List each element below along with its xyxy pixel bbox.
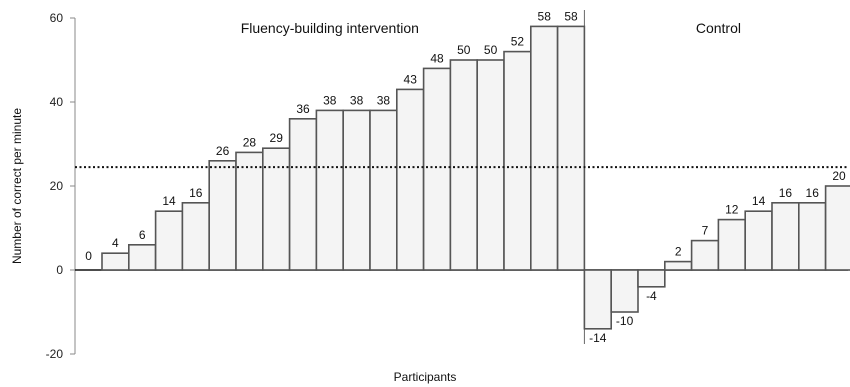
intervention-bar	[556, 25, 586, 271]
intervention-bar	[369, 109, 398, 271]
intervention-bar	[101, 252, 130, 271]
bar-value-label: 26	[216, 144, 230, 158]
intervention-bar	[503, 50, 532, 271]
bar-value-label: 6	[139, 228, 146, 242]
bar-value-label: 20	[832, 169, 846, 183]
bar-value-label: 4	[112, 236, 119, 250]
bar-value-label: 28	[243, 135, 257, 149]
bar-value-label: 50	[457, 43, 471, 57]
intervention-bar	[208, 160, 237, 271]
intervention-bar	[128, 244, 157, 271]
bar-value-label: 52	[511, 35, 525, 49]
bar-value-label: 36	[296, 102, 310, 116]
bar-value-label: 43	[404, 72, 418, 86]
intervention-group-label: Fluency-building intervention	[241, 20, 419, 36]
y-tick-label: 20	[50, 179, 64, 193]
bar-value-label: 14	[752, 194, 766, 208]
bar-value-label: -14	[589, 331, 607, 345]
y-tick-label: 60	[50, 11, 64, 25]
bar-value-label: 48	[430, 51, 444, 65]
y-tick-label: -20	[46, 347, 64, 361]
intervention-bar	[154, 210, 184, 271]
bar-value-label: 58	[564, 9, 578, 23]
bar-value-label: 38	[350, 93, 364, 107]
bar-value-label: 38	[377, 93, 391, 107]
control-bar	[771, 202, 800, 271]
control-bar	[583, 269, 613, 330]
intervention-bar	[395, 88, 425, 271]
intervention-bar	[529, 25, 559, 271]
control-bar	[690, 239, 720, 271]
control-bar	[824, 185, 850, 271]
bar-value-label: 12	[725, 203, 739, 217]
intervention-bar	[315, 109, 344, 271]
control-bar	[717, 218, 747, 271]
bar-value-label: 2	[675, 245, 682, 259]
bar-value-label: -10	[616, 314, 634, 328]
control-group-label: Control	[696, 20, 741, 36]
intervention-bar	[422, 67, 452, 271]
bar-value-label: 16	[806, 186, 820, 200]
intervention-bar	[342, 109, 371, 271]
control-bar	[610, 269, 639, 313]
bar-value-label: 38	[323, 93, 337, 107]
intervention-bar	[449, 59, 478, 271]
bar-value-label: 16	[779, 186, 793, 200]
intervention-bar	[261, 147, 291, 271]
bar-value-label: 14	[162, 194, 176, 208]
bar-value-label: 58	[538, 9, 552, 23]
y-tick-label: 0	[56, 263, 63, 277]
bar-value-label: 29	[270, 131, 284, 145]
y-tick-label: 40	[50, 95, 64, 109]
intervention-bar	[288, 118, 318, 271]
bar-value-label: 7	[702, 224, 709, 238]
bar-value-label: -4	[646, 289, 657, 303]
bar-value-label: 50	[484, 43, 498, 57]
bar-value-label: 0	[85, 249, 92, 263]
bar-value-label: 16	[189, 186, 203, 200]
intervention-bar	[235, 151, 264, 271]
intervention-bar	[181, 202, 210, 271]
control-bar	[744, 210, 773, 271]
control-bar	[663, 260, 693, 271]
control-bar	[797, 202, 827, 271]
intervention-bar	[476, 59, 505, 271]
x-axis-title: Participants	[394, 370, 457, 384]
control-bar	[637, 269, 666, 288]
y-axis-title: Number of correct per minute	[10, 108, 24, 264]
